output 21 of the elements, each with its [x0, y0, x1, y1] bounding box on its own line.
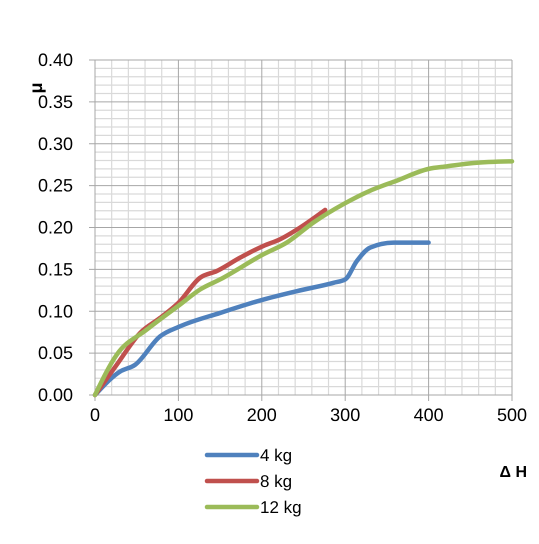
y-tick-label: 0.00: [38, 385, 73, 405]
y-tick-label: 0.40: [38, 50, 73, 70]
y-tick-label: 0.25: [38, 176, 73, 196]
legend-label: 4 kg: [260, 446, 292, 465]
y-tick-label: 0.05: [38, 343, 73, 364]
x-tick-label: 300: [330, 405, 360, 425]
x-tick-label: 200: [246, 405, 277, 425]
y-axis-title: μ: [26, 82, 46, 94]
y-tick-label: 0.15: [38, 259, 73, 280]
x-tick-label: 0: [90, 405, 100, 425]
legend-label: 8 kg: [260, 472, 292, 491]
x-tick-label: 100: [163, 405, 194, 425]
x-tick-label: 500: [496, 405, 528, 425]
y-tick-label: 0.10: [38, 301, 73, 322]
legend-label: 12 kg: [260, 498, 302, 517]
x-axis-title: Δ H: [500, 464, 527, 481]
y-tick-label: 0.35: [38, 92, 73, 112]
y-tick-label: 0.20: [38, 218, 73, 238]
x-tick-label: 400: [414, 405, 444, 425]
line-series: [92, 159, 514, 398]
y-tick-label: 0.30: [38, 134, 73, 154]
